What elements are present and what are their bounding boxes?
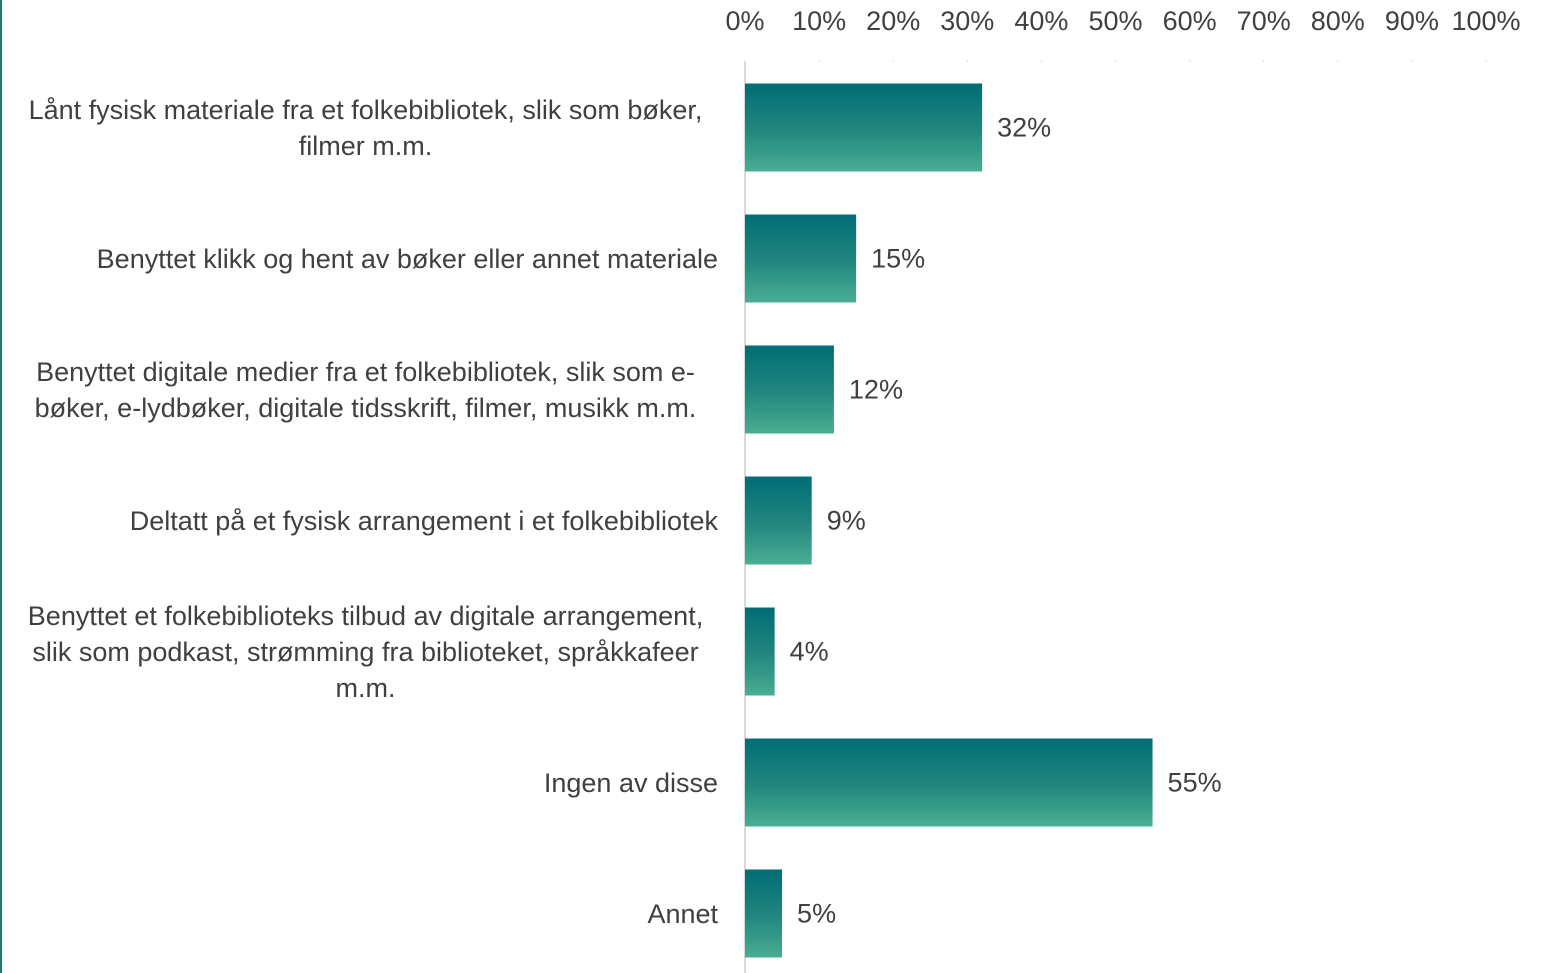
- x-tick-label: 50%: [1088, 6, 1142, 36]
- x-tick-label: 0%: [725, 6, 764, 36]
- category-label: Benyttet digitale medier fra et folkebib…: [34, 356, 697, 423]
- category-label-box: Benyttet digitale medier fra et folkebib…: [10, 324, 718, 455]
- bar: [745, 738, 1153, 827]
- x-tick-label: 90%: [1385, 6, 1439, 36]
- category-label: Annet: [647, 898, 718, 929]
- category-label: Benyttet et folkebiblioteks tilbud av di…: [27, 600, 704, 703]
- value-label: 12%: [849, 375, 903, 405]
- x-tick-label: 30%: [940, 6, 994, 36]
- bar: [745, 869, 783, 958]
- x-tick-label: 10%: [792, 6, 846, 36]
- value-label: 55%: [1168, 768, 1222, 798]
- category-label-box: Annet: [10, 848, 718, 973]
- value-label: 4%: [790, 637, 829, 667]
- bar: [745, 345, 834, 434]
- x-tick-label: 20%: [866, 6, 920, 36]
- category-label-box: Deltatt på et fysisk arrangement i et fo…: [10, 455, 718, 586]
- bar: [745, 83, 983, 172]
- category-label: Lånt fysisk materiale fra et folkebiblio…: [28, 94, 703, 161]
- bar: [745, 476, 812, 565]
- value-label: 9%: [827, 506, 866, 536]
- value-label: 5%: [797, 899, 836, 929]
- category-label-box: Lånt fysisk materiale fra et folkebiblio…: [10, 62, 718, 193]
- category-label-box: Benyttet klikk og hent av bøker eller an…: [10, 193, 718, 324]
- category-label-box: Benyttet et folkebiblioteks tilbud av di…: [10, 586, 718, 717]
- value-label: 32%: [997, 113, 1051, 143]
- x-tick-label: 80%: [1311, 6, 1365, 36]
- x-tick-label: 40%: [1014, 6, 1068, 36]
- category-label: Ingen av disse: [543, 767, 718, 798]
- value-label: 15%: [871, 244, 925, 274]
- bar: [745, 607, 775, 696]
- x-tick-label: 70%: [1237, 6, 1291, 36]
- category-label: Deltatt på et fysisk arrangement i et fo…: [129, 505, 718, 536]
- category-label: Benyttet klikk og hent av bøker eller an…: [96, 243, 718, 274]
- category-label-box: Ingen av disse: [10, 717, 718, 848]
- bar: [745, 214, 857, 303]
- x-tick-label: 60%: [1163, 6, 1217, 36]
- x-tick-label: 100%: [1451, 6, 1520, 36]
